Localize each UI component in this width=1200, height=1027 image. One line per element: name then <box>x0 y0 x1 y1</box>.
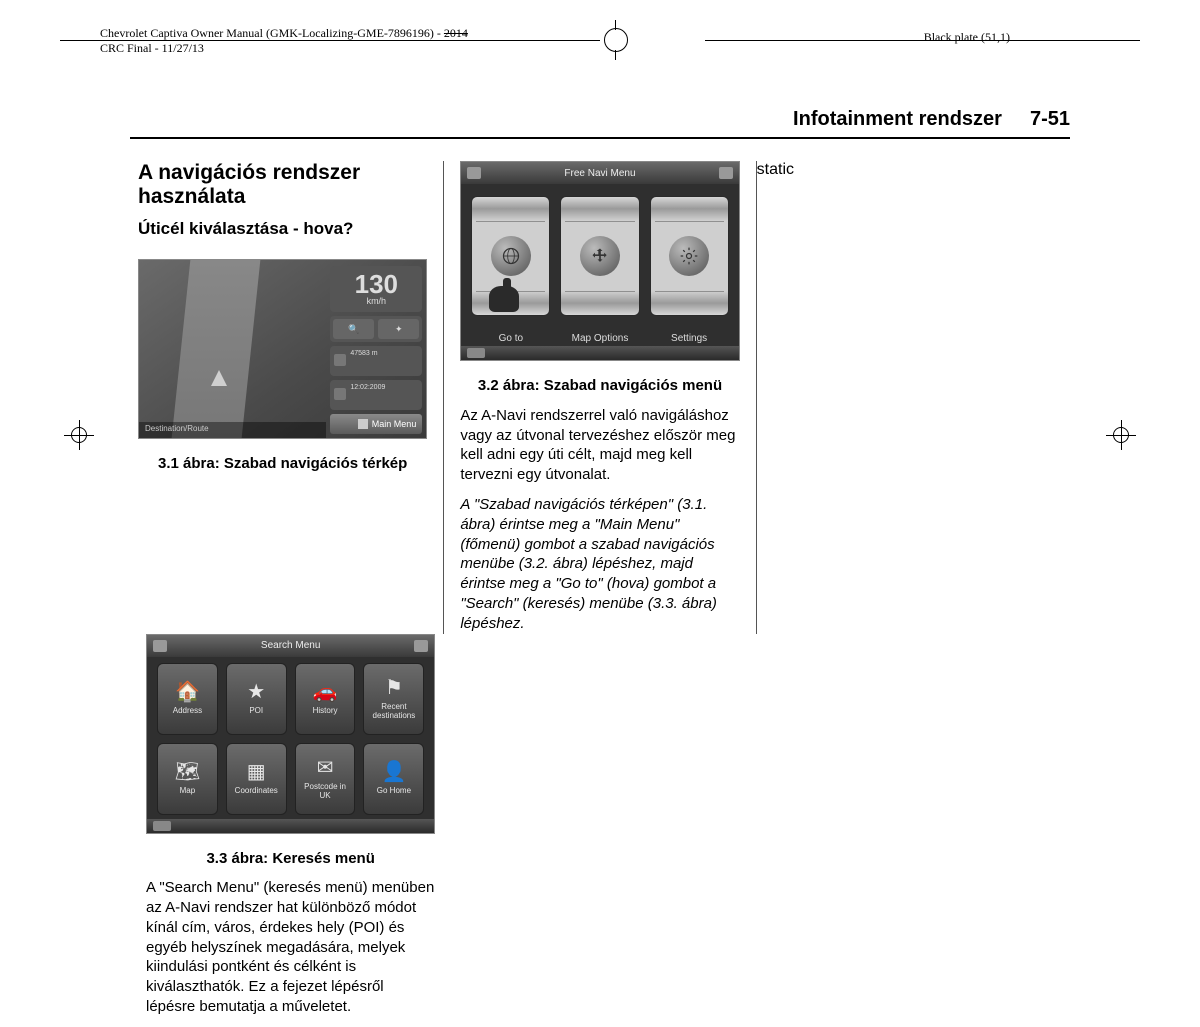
figure-3-3-caption: 3.3 ábra: Keresés menü <box>146 850 435 869</box>
map-bottom-bar: Destination/Route <box>139 422 326 438</box>
label-goto: Go to <box>471 333 550 344</box>
section-title: Infotainment rendszer <box>793 108 1002 131</box>
manual-id: Chevrolet Captiva Owner Manual (GMK-Loca… <box>100 26 444 40</box>
fig3-bottombar <box>147 819 434 833</box>
column-2: Free Navi Menu <box>443 161 756 634</box>
info-panel-b: 12:02:2009 <box>330 380 422 410</box>
crc-date: CRC Final - 11/27/13 <box>100 41 468 56</box>
tile-address: 🏠Address <box>157 663 218 735</box>
tile-postcode: ✉Postcode in UK <box>295 743 356 815</box>
move-icon <box>580 236 620 276</box>
tile-gohome: 👤Go Home <box>363 743 424 815</box>
header-meta-left: Chevrolet Captiva Owner Manual (GMK-Loca… <box>100 26 468 56</box>
tile-history: 🚗History <box>295 663 356 735</box>
speed-unit: km/h <box>367 296 387 306</box>
fig2-title: Free Navi Menu <box>564 168 635 179</box>
tool-icon: ✦ <box>378 319 419 339</box>
globe-icon <box>491 236 531 276</box>
figure-3-1: 130 km/h 🔍 ✦ 47583 m 12:02:2009 Destinat… <box>138 259 427 439</box>
map-road-icon <box>172 260 261 438</box>
flag-icon: ⚑ <box>385 678 403 698</box>
back-icon <box>467 167 481 179</box>
close-icon <box>414 640 428 652</box>
page-number: 7-51 <box>1030 108 1070 131</box>
pointer-hand-icon <box>489 286 519 312</box>
figure-3-2: Free Navi Menu <box>460 161 739 361</box>
gear-icon <box>669 236 709 276</box>
mail-icon: ✉ <box>317 758 334 778</box>
vehicle-arrow-icon <box>211 370 227 386</box>
home-icon: 🏠 <box>175 682 200 702</box>
tool-panel: 🔍 ✦ <box>330 316 422 342</box>
column-3: Search Menu 🏠Address ★POI 🚗History ⚑Rece… <box>130 634 443 1027</box>
search-icon: 🔍 <box>333 319 374 339</box>
back-icon <box>153 640 167 652</box>
info-panel-a: 47583 m <box>330 346 422 376</box>
figure-3-1-caption: 3.1 ábra: Szabad navigációs térkép <box>138 455 427 474</box>
tile-poi: ★POI <box>226 663 287 735</box>
tile-map: 🗺Map <box>157 743 218 815</box>
col2-instruction: A "Szabad navigációs térképen" (3.1. ábr… <box>460 495 739 634</box>
col3-paragraph: A "Search Menu" (keresés menü) menüben a… <box>146 878 435 1017</box>
speed-panel: 130 km/h <box>330 266 422 312</box>
fig3-title: Search Menu <box>261 640 320 651</box>
map-icon: 🗺 <box>175 762 200 782</box>
reel-mapoptions <box>560 196 639 316</box>
fig2-titlebar: Free Navi Menu <box>461 162 738 184</box>
star-icon: ★ <box>247 682 265 702</box>
registration-mark-left-icon <box>64 420 94 450</box>
figure-3-2-caption: 3.2 ábra: Szabad navigációs menü <box>460 377 739 396</box>
column-1: A navigációs rendszer használata Úticél … <box>130 161 443 634</box>
fig3-titlebar: Search Menu <box>147 635 434 657</box>
label-mapoptions: Map Options <box>560 333 639 344</box>
grid-icon: ▦ <box>247 762 266 782</box>
speed-value: 130 <box>332 271 420 297</box>
fig2-bottombar <box>461 346 738 360</box>
label-settings: Settings <box>650 333 729 344</box>
tile-coordinates: ▦Coordinates <box>226 743 287 815</box>
running-header: Infotainment rendszer 7-51 <box>130 108 1070 139</box>
page-content: Infotainment rendszer 7-51 A navigációs … <box>130 108 1070 800</box>
col2-paragraph: Az A-Navi rendszerrel való navigáláshoz … <box>460 406 739 485</box>
close-icon <box>719 167 733 179</box>
header-meta-right: Black plate (51,1) <box>924 30 1010 45</box>
person-icon: 👤 <box>381 762 406 782</box>
tile-recent: ⚑Recent destinations <box>363 663 424 735</box>
registration-mark-right-icon <box>1106 420 1136 450</box>
main-menu-button: Main Menu <box>330 414 422 434</box>
heading-nav-use: A navigációs rendszer használata <box>138 161 427 209</box>
reel-settings <box>650 196 729 316</box>
year-strike: 2014 <box>444 26 468 40</box>
figure-3-3: Search Menu 🏠Address ★POI 🚗History ⚑Rece… <box>146 634 435 834</box>
subheading-destination: Úticél kiválasztása - hova? <box>138 219 427 239</box>
car-icon: 🚗 <box>313 682 338 702</box>
